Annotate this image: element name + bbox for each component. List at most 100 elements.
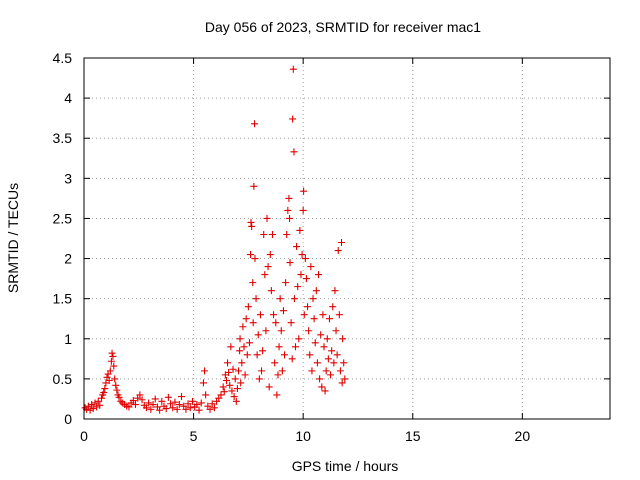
- data-point: [239, 323, 247, 331]
- data-point: [184, 400, 192, 408]
- data-point: [309, 295, 317, 303]
- data-point: [136, 391, 144, 399]
- data-point: [307, 263, 315, 271]
- data-point: [336, 367, 344, 375]
- y-tick-label: 4: [64, 90, 72, 106]
- data-point: [341, 375, 349, 383]
- data-point: [197, 399, 205, 407]
- data-point: [242, 315, 250, 323]
- data-point: [301, 255, 309, 263]
- data-point: [319, 311, 327, 319]
- data-point: [297, 271, 305, 279]
- data-point: [325, 315, 333, 323]
- data-point: [188, 397, 196, 405]
- data-point: [300, 187, 308, 195]
- data-point: [241, 371, 249, 379]
- data-point: [339, 335, 347, 343]
- data-point: [98, 394, 106, 402]
- data-point: [173, 405, 181, 413]
- data-point: [315, 271, 323, 279]
- data-point: [129, 397, 137, 405]
- chart-title: Day 056 of 2023, SRMTID for receiver mac…: [205, 19, 481, 35]
- data-point: [295, 335, 303, 343]
- data-point: [289, 115, 297, 123]
- data-point: [331, 287, 339, 295]
- data-point: [125, 403, 133, 411]
- data-point: [201, 367, 209, 375]
- x-tick-label: 10: [295, 428, 311, 444]
- data-point: [259, 347, 267, 355]
- data-point: [271, 359, 279, 367]
- data-point: [298, 251, 306, 259]
- data-point: [117, 397, 125, 405]
- data-point: [149, 401, 157, 409]
- data-point: [320, 343, 328, 351]
- data-point: [267, 287, 275, 295]
- data-point: [263, 214, 271, 222]
- data-point: [225, 368, 233, 376]
- data-point: [281, 351, 289, 359]
- data-point: [287, 319, 295, 327]
- data-point: [312, 287, 320, 295]
- data-point: [338, 379, 346, 387]
- data-point: [231, 375, 239, 383]
- data-point: [86, 406, 94, 414]
- data-point: [293, 243, 301, 251]
- data-point: [232, 397, 240, 405]
- data-point: [115, 393, 123, 401]
- data-point: [175, 401, 183, 409]
- y-axis-label: SRMTID / TECUs: [5, 183, 21, 293]
- data-point: [255, 375, 263, 383]
- data-point: [113, 386, 121, 394]
- data-point: [248, 222, 256, 230]
- data-point: [291, 343, 299, 351]
- data-point: [249, 319, 257, 327]
- data-point: [279, 307, 287, 315]
- data-point: [230, 393, 238, 401]
- data-point: [340, 359, 348, 367]
- data-point: [311, 339, 319, 347]
- data-point: [318, 383, 326, 391]
- data-point: [262, 327, 270, 335]
- y-tick-label: 4.5: [53, 50, 73, 66]
- data-point: [270, 311, 278, 319]
- data-point: [236, 335, 244, 343]
- data-point: [253, 351, 261, 359]
- data-point: [277, 327, 285, 335]
- data-point: [202, 391, 210, 399]
- data-point: [313, 359, 321, 367]
- data-point: [334, 247, 342, 255]
- data-point: [107, 357, 115, 365]
- data-point: [247, 251, 255, 259]
- data-point: [171, 398, 179, 406]
- data-point: [164, 393, 172, 401]
- data-point: [328, 347, 336, 355]
- data-point: [268, 230, 276, 238]
- data-point: [261, 271, 269, 279]
- data-point: [101, 385, 109, 393]
- data-point: [235, 367, 243, 375]
- data-point: [321, 387, 329, 395]
- data-point: [182, 405, 190, 413]
- data-point: [283, 230, 291, 238]
- data-point: [167, 400, 175, 408]
- data-point: [237, 379, 245, 387]
- data-point: [286, 214, 294, 222]
- data-point: [333, 351, 341, 359]
- data-point: [251, 120, 259, 128]
- data-point: [278, 367, 286, 375]
- data-point: [323, 335, 331, 343]
- data-point: [245, 339, 253, 347]
- data-point: [142, 404, 150, 412]
- data-point: [88, 401, 96, 409]
- x-tick-label: 0: [80, 428, 88, 444]
- data-point: [260, 230, 268, 238]
- data-point: [284, 206, 292, 214]
- data-point: [275, 343, 283, 351]
- data-point: [227, 343, 235, 351]
- data-point: [288, 355, 296, 363]
- data-point: [274, 371, 282, 379]
- data-point: [273, 391, 281, 399]
- y-tick-label: 0: [64, 411, 72, 427]
